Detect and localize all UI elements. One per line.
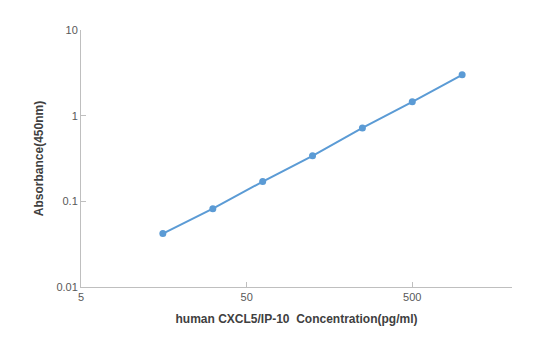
- svg-text:50: 50: [241, 291, 253, 303]
- svg-text:0.01: 0.01: [56, 281, 77, 293]
- svg-text:1: 1: [72, 110, 78, 122]
- svg-text:5: 5: [78, 291, 84, 303]
- svg-text:0.1: 0.1: [63, 195, 78, 207]
- svg-text:Absorbance(450nm): Absorbance(450nm): [32, 101, 46, 216]
- svg-text:500: 500: [403, 291, 421, 303]
- svg-text:10: 10: [66, 24, 78, 36]
- svg-text:human CXCL5/IP-10 Concentrati: human CXCL5/IP-10 Concentration(pg/ml): [175, 312, 417, 326]
